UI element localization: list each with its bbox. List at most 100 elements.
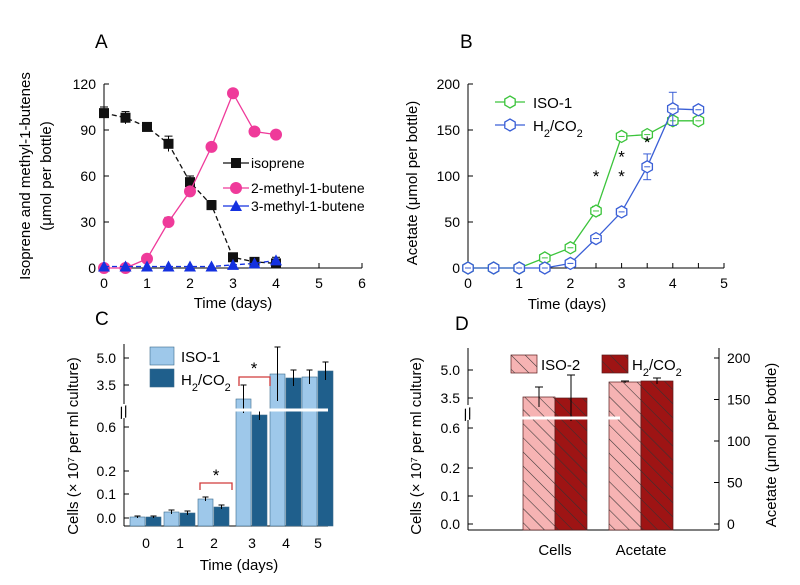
- panel-a-x-tick-label: 3: [229, 275, 237, 291]
- panel-d-y-tick-label-left: 5.0: [441, 362, 461, 378]
- panel-a-point-triangle: [162, 260, 175, 272]
- panel-b-y-tick-label: 0: [452, 260, 460, 276]
- panel-c-bar: [251, 414, 268, 527]
- panel-a-point-triangle: [98, 260, 110, 272]
- panel-c-x-tick-label: 1: [176, 535, 184, 551]
- panel-d-legend-label: H2/CO2: [632, 357, 682, 379]
- panel-a-point-square: [99, 108, 109, 119]
- panel-a-x-tick-label: 6: [358, 275, 366, 291]
- panel-b-significance-star: *: [618, 148, 625, 167]
- panel-d-y-label-right: Acetate (μmol per bottle): [763, 363, 780, 528]
- panel-b-legend-label: ISO-1: [533, 95, 572, 112]
- panel-a-point-circle: [270, 128, 282, 141]
- panel-a-point-circle: [141, 252, 153, 265]
- panel-d-axis-break: //: [461, 406, 475, 425]
- panel-letter-a: A: [95, 32, 108, 53]
- panel-c-bar: [163, 511, 180, 527]
- panel-a-y-label-line2: (μmol per bottle): [38, 121, 55, 231]
- panel-c-x-tick-label: 2: [210, 535, 218, 551]
- panel-a-y-tick-label: 90: [80, 122, 96, 138]
- panel-d-y-tick-label-left: 0.6: [441, 420, 461, 436]
- panel-d-y-tick-label-right: 0: [727, 516, 735, 532]
- panel-a-point-square: [228, 252, 238, 263]
- panel-c-significance-bracket: [199, 482, 233, 490]
- panel-a-point-square: [206, 200, 217, 211]
- panel-c-bar: [197, 498, 214, 527]
- panel-c-x-tick-label: 3: [248, 535, 256, 551]
- panel-d-y-tick-label-right: 50: [727, 475, 743, 491]
- panel-a-point-square: [120, 112, 131, 123]
- panel-a-series-line: [104, 259, 277, 268]
- panel-c-x-label: Time (days): [200, 557, 279, 574]
- panel-c-legend-swatch: [149, 346, 175, 366]
- panel-d-y-tick-label-right: 100: [727, 433, 751, 449]
- panel-d-legend-label: ISO-2: [541, 357, 580, 374]
- panel-b-legend-hex: [504, 118, 516, 132]
- panel-a-point-circle: [184, 185, 196, 198]
- panel-a-x-tick-label: 2: [186, 275, 194, 291]
- panel-a-point-triangle: [184, 260, 196, 272]
- panel-a-point-triangle: [227, 258, 239, 270]
- panel-a-point-triangle: [141, 260, 153, 272]
- panel-b-significance-star: *: [618, 167, 625, 186]
- panel-b-y-tick-label: 200: [437, 76, 461, 92]
- panel-d-bar-hatch: [609, 382, 641, 530]
- panel-a-x-tick-label: 0: [100, 275, 108, 291]
- panel-d-y-tick-label-left: 3.5: [441, 390, 461, 406]
- panel-letter-d: D: [455, 314, 469, 335]
- panel-a-y-tick-label: 60: [80, 168, 96, 184]
- panel-a-point-triangle: [205, 260, 218, 272]
- panel-a-legend-label: 3-methyl-1-butene: [251, 198, 365, 214]
- panel-d-chart: // Cells (× 10⁷ per ml culture) Acetate …: [408, 348, 780, 559]
- panel-c-y-tick-label: 0.0: [97, 510, 117, 526]
- panel-b-legend-hex: [504, 95, 516, 109]
- panel-a-y-label-line1: Isoprene and methyl-1-butenes: [17, 72, 34, 280]
- panel-b-x-tick-label: 1: [515, 275, 523, 291]
- panel-b-x-tick-label: 3: [618, 275, 626, 291]
- panel-c-axis-break: //: [117, 404, 131, 423]
- panel-b-y-label: Acetate (μmol per bottle): [404, 101, 421, 266]
- panel-a-point-square: [142, 121, 152, 132]
- panel-b-x-tick-label: 0: [464, 275, 472, 291]
- panel-a-point-square: [163, 138, 174, 149]
- panel-a-y-tick-label: 0: [88, 260, 96, 276]
- panel-d-y-tick-label-left: 0.0: [441, 516, 461, 532]
- panel-d-y-tick-label-right: 200: [727, 350, 751, 366]
- panel-c-bar: [301, 376, 318, 527]
- panel-b-x-label: Time (days): [528, 296, 607, 313]
- panel-d-x-tick-label: Acetate: [616, 542, 667, 559]
- panel-a-point-triangle: [270, 254, 282, 266]
- panel-c-y-tick-label: 0.2: [97, 463, 117, 479]
- panel-a-y-tick-label: 120: [73, 76, 97, 92]
- panel-c-x-tick-label: 4: [282, 535, 290, 551]
- panel-b-x-tick-label: 2: [567, 275, 575, 291]
- panel-letter-b: B: [460, 32, 473, 53]
- panel-a-legend-label: 2-methyl-1-butene: [251, 180, 365, 196]
- panel-c-bar: [145, 516, 162, 527]
- panel-b-series-line: [468, 108, 699, 269]
- panel-d-y-tick-label-right: 150: [727, 392, 751, 408]
- panel-a-x-tick-label: 1: [143, 275, 151, 291]
- panel-a-point-circle: [162, 216, 175, 228]
- panel-b-y-tick-label: 50: [444, 214, 460, 230]
- panel-a-point-square: [185, 177, 195, 188]
- panel-a-legend-label: isoprene: [251, 155, 305, 171]
- panel-a-x-tick-label: 5: [315, 275, 323, 291]
- panel-c-legend-label: ISO-1: [181, 349, 220, 366]
- panel-d-y-tick-label-left: 0.1: [441, 488, 461, 504]
- panel-b-x-tick-label: 5: [720, 275, 728, 291]
- panel-c-y-label: Cells (× 10⁷ per ml culture): [65, 357, 82, 535]
- panel-a-point-circle: [227, 87, 239, 100]
- panel-c-y-tick-label: 3.5: [97, 377, 117, 393]
- panel-c-x-tick-label: 0: [142, 535, 150, 551]
- panel-d-legend-hatch: [511, 355, 537, 373]
- panel-c-bar: [317, 370, 334, 527]
- panel-c-x-tick-label: 5: [314, 535, 322, 551]
- panel-b-x-tick-label: 4: [669, 275, 677, 291]
- panel-c-y-tick-label: 0.6: [97, 419, 117, 435]
- panel-d-x-tick-label: Cells: [538, 542, 571, 559]
- panel-a-y-tick-label: 30: [80, 214, 96, 230]
- panel-c-bar: [235, 398, 252, 527]
- panel-c-significance-star: *: [251, 359, 258, 378]
